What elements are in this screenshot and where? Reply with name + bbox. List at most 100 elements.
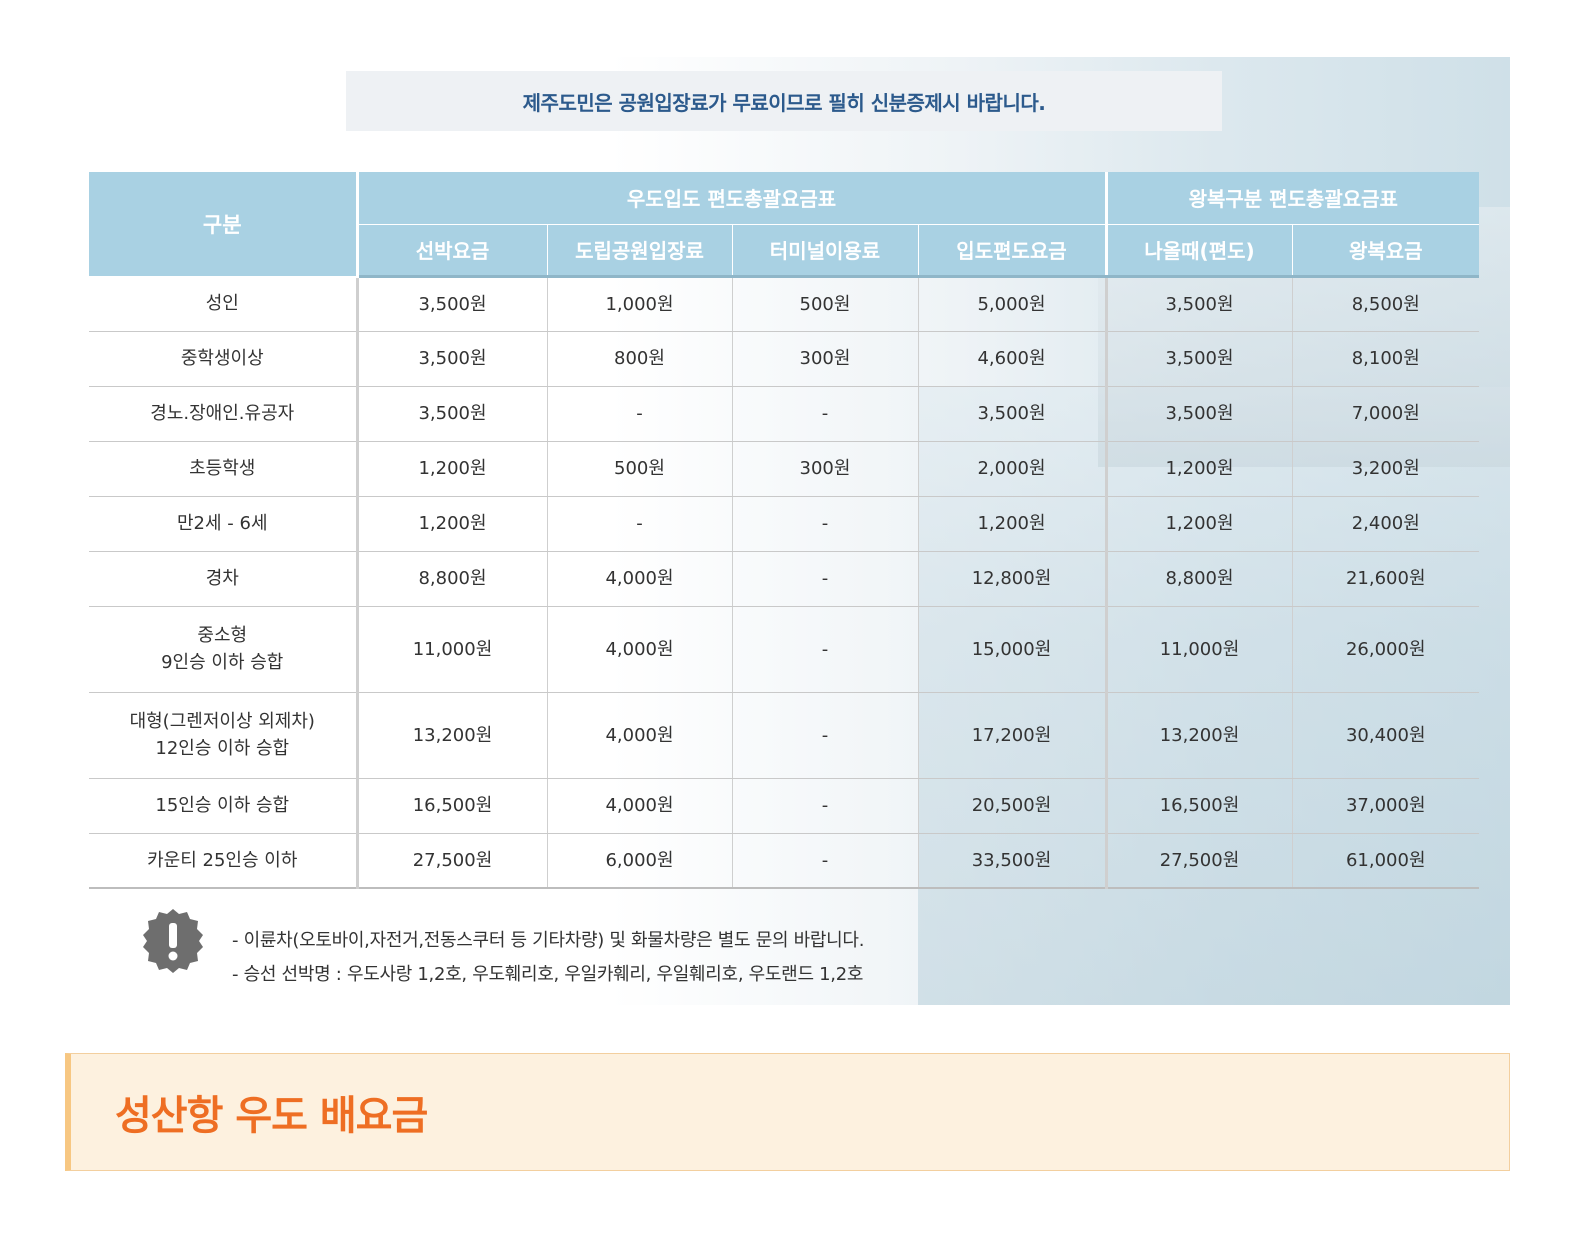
fare-cell: 3,500원 bbox=[1106, 331, 1293, 387]
fare-cell: 4,000원 bbox=[547, 778, 733, 834]
row-label-line: 카운티 25인승 이하 bbox=[147, 849, 298, 871]
fare-cell: 8,800원 bbox=[1106, 551, 1293, 607]
fare-cell: 61,000원 bbox=[1292, 833, 1479, 889]
row-label: 경노.장애인.유공자 bbox=[89, 386, 359, 442]
table-row: 카운티 25인승 이하 27,500원 6,000원 -33,500원 27,500원 6… bbox=[89, 833, 1479, 889]
section-header: 성산항 우도 배요금 bbox=[65, 1053, 1510, 1171]
fare-cell: 27,500원 bbox=[1106, 833, 1293, 889]
fare-cell: 300원 bbox=[732, 441, 919, 497]
col-header-oneway-out: 나올때(편도) bbox=[1106, 224, 1293, 278]
table-row: 성인 3,500원 1,000원 500원 5,000원 3,500원 8,500원 bbox=[89, 276, 1479, 332]
fare-cell: - bbox=[547, 496, 733, 552]
fare-cell: 4,600원 bbox=[918, 331, 1108, 387]
notice-text: 제주도민은 공원입장료가 무료이므로 필히 신분증제시 바랍니다. bbox=[522, 90, 1046, 115]
fare-cell: - bbox=[732, 833, 919, 889]
fare-cell: 1,200원 bbox=[1106, 441, 1293, 497]
row-label: 대형(그렌저이상 외제차) 12인승 이하 승합 bbox=[89, 692, 359, 779]
exclamation-badge-icon bbox=[143, 909, 203, 973]
fare-cell: 1,200원 bbox=[357, 496, 548, 552]
fare-cell: 1,200원 bbox=[918, 496, 1108, 552]
group-header-inbound: 우도입도 편도총괄요금표 bbox=[357, 172, 1108, 225]
table-row: 중소형 9인승 이하 승합 11,000원 4,000원 -15,000원 11,000원… bbox=[89, 606, 1479, 693]
table-row: 초등학생 1,200원 500원 300원 2,000원 1,200원 3,200원 bbox=[89, 441, 1479, 497]
col-header-park-fee: 도립공원입장료 bbox=[547, 224, 733, 278]
fare-cell: - bbox=[547, 386, 733, 442]
fare-cell: 16,500원 bbox=[357, 778, 548, 834]
table-column-header-row: 선박요금 도립공원입장료 터미널이용료 입도편도요금 나올때(편도) 왕복요금 bbox=[89, 224, 1479, 278]
fare-cell: 11,000원 bbox=[1106, 606, 1293, 693]
table-row: 만2세 - 6세 1,200원 - -1,200원 1,200원 2,400원 bbox=[89, 496, 1479, 552]
fare-cell: 3,500원 bbox=[1106, 276, 1293, 332]
row-label-line: 12인승 이하 승합 bbox=[155, 738, 290, 759]
fare-cell: 1,200원 bbox=[1106, 496, 1293, 552]
fare-cell: 30,400원 bbox=[1292, 692, 1479, 779]
fare-cell: 12,800원 bbox=[918, 551, 1108, 607]
fare-cell: 500원 bbox=[732, 276, 919, 332]
fare-cell: 6,000원 bbox=[547, 833, 733, 889]
fare-cell: - bbox=[732, 692, 919, 779]
row-label-line: 성인 bbox=[205, 293, 239, 314]
table-row: 경노.장애인.유공자 3,500원 - -3,500원 3,500원 7,000원 bbox=[89, 386, 1479, 442]
row-label: 초등학생 bbox=[89, 441, 359, 497]
fare-cell: - bbox=[732, 778, 919, 834]
fare-cell: - bbox=[732, 606, 919, 693]
fare-cell: 17,200원 bbox=[918, 692, 1108, 779]
note-line: - 승선 선박명 : 우도사랑 1,2호, 우도훼리호, 우일카훼리, 우일훼리… bbox=[232, 964, 864, 985]
fare-cell: 8,500원 bbox=[1292, 276, 1479, 332]
fare-cell: 26,000원 bbox=[1292, 606, 1479, 693]
row-label-line: 경차 bbox=[205, 568, 239, 589]
fare-cell: 13,200원 bbox=[357, 692, 548, 779]
fare-cell: 4,000원 bbox=[547, 551, 733, 607]
fare-cell: - bbox=[732, 386, 919, 442]
fare-cell: 5,000원 bbox=[918, 276, 1108, 332]
col-header-terminal-fee: 터미널이용료 bbox=[732, 224, 919, 278]
row-label: 만2세 - 6세 bbox=[89, 496, 359, 552]
fare-cell: 3,200원 bbox=[1292, 441, 1479, 497]
row-label-line: 중소형 bbox=[197, 625, 248, 646]
note-line: - 이륜차(오토바이,자전거,전동스쿠터 등 기타차량) 및 화물차량은 별도 … bbox=[232, 930, 865, 951]
row-label: 성인 bbox=[89, 276, 359, 332]
col-header-ship-fare: 선박요금 bbox=[357, 224, 548, 278]
col-header-roundtrip: 왕복요금 bbox=[1292, 224, 1479, 278]
fare-cell: 4,000원 bbox=[547, 692, 733, 779]
row-label: 15인승 이하 승합 bbox=[89, 778, 359, 834]
row-label-line: 경노.장애인.유공자 bbox=[150, 403, 295, 424]
fare-cell: 21,600원 bbox=[1292, 551, 1479, 607]
fare-cell: 3,500원 bbox=[357, 331, 548, 387]
fare-cell: - bbox=[732, 496, 919, 552]
table-group-header-row: 구분 우도입도 편도총괄요금표 왕복구분 편도총괄요금표 bbox=[89, 172, 1479, 277]
fare-cell: 500원 bbox=[547, 441, 733, 497]
group-header-roundtrip: 왕복구분 편도총괄요금표 bbox=[1106, 172, 1479, 225]
row-label: 중소형 9인승 이하 승합 bbox=[89, 606, 359, 693]
resident-notice-banner: 제주도민은 공원입장료가 무료이므로 필히 신분증제시 바랍니다. bbox=[346, 71, 1222, 131]
fare-cell: 13,200원 bbox=[1106, 692, 1293, 779]
fare-cell: 11,000원 bbox=[357, 606, 548, 693]
fare-cell: 15,000원 bbox=[918, 606, 1108, 693]
fare-cell: 2,400원 bbox=[1292, 496, 1479, 552]
table-row: 중학생이상 3,500원 800원 300원 4,600원 3,500원 8,100원 bbox=[89, 331, 1479, 387]
row-label: 카운티 25인승 이하 bbox=[89, 833, 359, 889]
table-row: 15인승 이하 승합 16,500원 4,000원 -20,500원 16,500원 37… bbox=[89, 778, 1479, 834]
row-label-line: 중학생이상 bbox=[180, 348, 264, 369]
fare-cell: 20,500원 bbox=[918, 778, 1108, 834]
row-label: 중학생이상 bbox=[89, 331, 359, 387]
fare-cell: 3,500원 bbox=[918, 386, 1108, 442]
fare-cell: 7,000원 bbox=[1292, 386, 1479, 442]
fare-cell: 300원 bbox=[732, 331, 919, 387]
fare-cell: 4,000원 bbox=[547, 606, 733, 693]
row-header-category: 구분 bbox=[89, 172, 359, 277]
fare-cell: 3,500원 bbox=[357, 386, 548, 442]
fare-cell: 800원 bbox=[547, 331, 733, 387]
notes-box: - 이륜차(오토바이,자전거,전동스쿠터 등 기타차량) 및 화물차량은 별도 … bbox=[140, 908, 1140, 988]
row-label-line: 대형(그렌저이상 외제차) bbox=[129, 711, 315, 732]
row-label-line: 초등학생 bbox=[189, 458, 256, 479]
fare-cell: 3,500원 bbox=[357, 276, 548, 332]
row-label: 경차 bbox=[89, 551, 359, 607]
row-label-line: 15인승 이하 승합 bbox=[155, 795, 290, 816]
table-row: 경차 8,800원 4,000원 -12,800원 8,800원 21,600원 bbox=[89, 551, 1479, 607]
fare-cell: 27,500원 bbox=[357, 833, 548, 889]
fare-cell: 8,800원 bbox=[357, 551, 548, 607]
fare-cell: 37,000원 bbox=[1292, 778, 1479, 834]
section-title: 성산항 우도 배요금 bbox=[115, 1093, 428, 1139]
fare-cell: 2,000원 bbox=[918, 441, 1108, 497]
